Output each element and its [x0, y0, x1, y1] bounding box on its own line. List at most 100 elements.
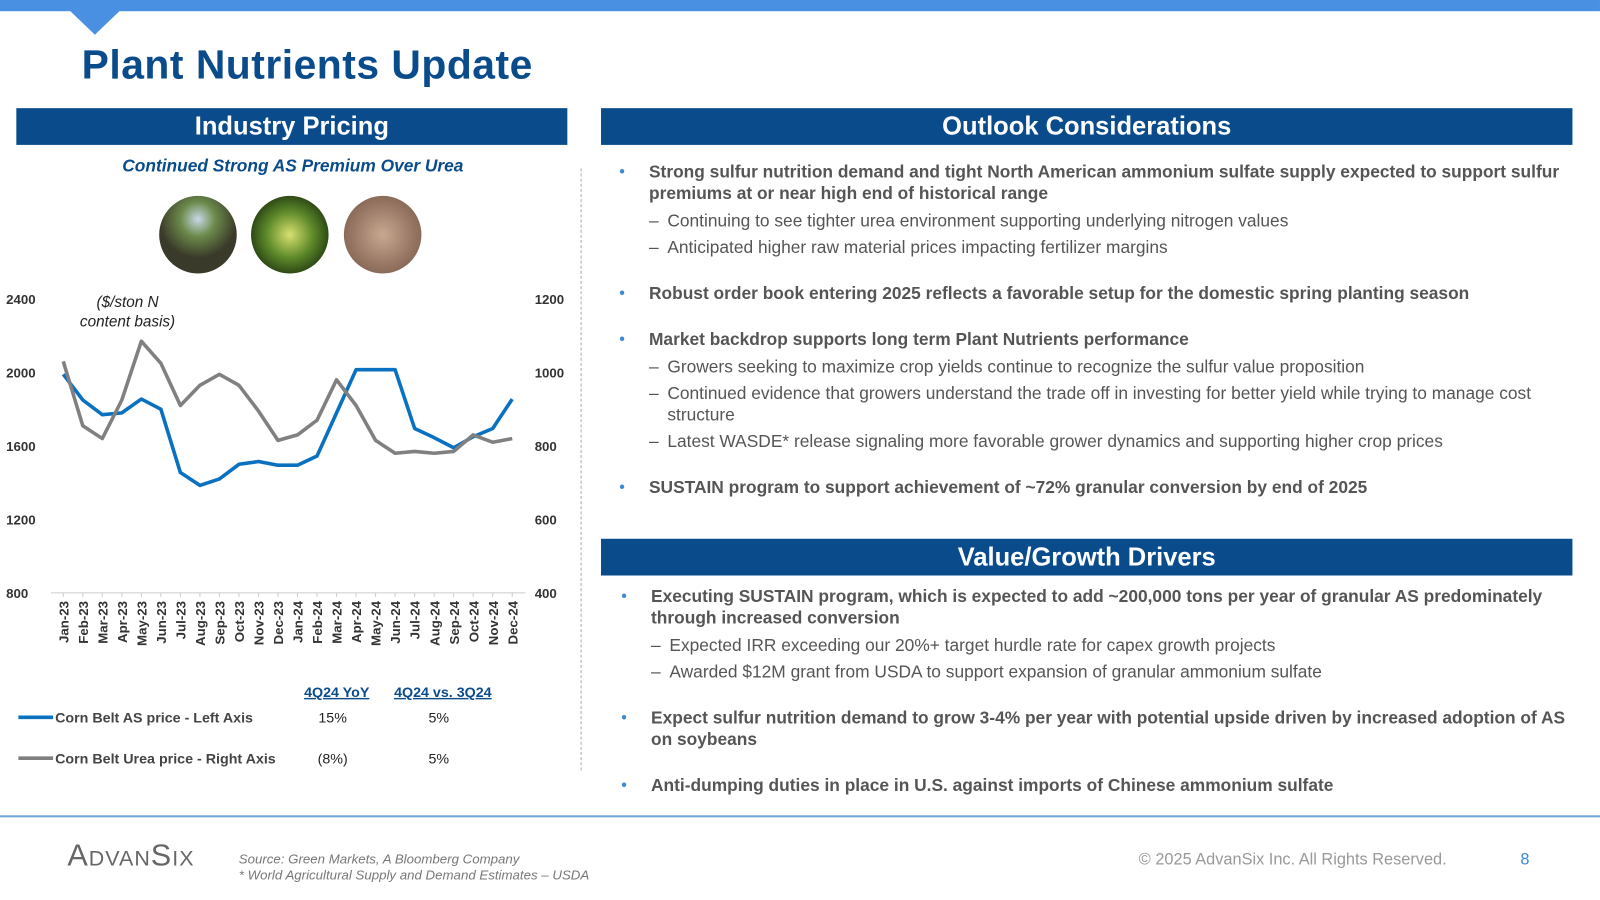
logo: AdvanSix	[67, 838, 195, 873]
legend-label: Corn Belt AS price - Left Axis	[55, 710, 253, 726]
text: Continuing to see tighter urea environme…	[667, 211, 1289, 231]
y-tick-label: 2000	[6, 366, 35, 381]
section-heading: Industry Pricing	[16, 108, 568, 145]
sub-bullet: Expected IRR exceeding our 20%+ target h…	[651, 635, 1566, 656]
x-tick-label: Nov-23	[252, 601, 267, 645]
source: Source: Green Markets, A Bloomberg Compa…	[239, 851, 589, 884]
y-tick-label: 800	[6, 586, 28, 601]
x-tick-label: Aug-24	[427, 600, 442, 646]
table-cell: 15%	[318, 710, 347, 726]
table-header: 4Q24 YoY	[304, 685, 370, 701]
y-tick-label: 1200	[6, 512, 35, 527]
y2-tick-label: 1000	[535, 366, 564, 381]
footer-rule	[0, 815, 1600, 817]
sub-bullet: Growers seeking to maximize crop yields …	[649, 356, 1580, 377]
x-tick-label: Feb-24	[310, 600, 325, 643]
x-tick-label: Aug-23	[193, 601, 208, 646]
drivers-list: Executing SUSTAIN program, which is expe…	[612, 586, 1566, 821]
x-tick-label: Mar-24	[330, 600, 345, 643]
chart-title: Continued Strong AS Premium Over Urea	[122, 155, 464, 175]
legend-label: Corn Belt Urea price - Right Axis	[55, 751, 276, 767]
x-tick-label: Dec-23	[271, 601, 286, 644]
outlook-list: Strong sulfur nutrition demand and tight…	[610, 161, 1579, 522]
section-heading: Value/Growth Drivers	[601, 538, 1573, 576]
x-tick-label: May-23	[134, 601, 149, 646]
bullet: SUSTAIN program to support achievement o…	[610, 477, 1579, 498]
text: Latest WASDE* release signaling more fav…	[667, 431, 1443, 452]
x-tick-label: Mar-23	[95, 601, 110, 644]
table-header: 4Q24 vs. 3Q24	[394, 685, 492, 701]
bullet: Executing SUSTAIN program, which is expe…	[612, 586, 1566, 683]
bullet-list: Strong sulfur nutrition demand and tight…	[610, 161, 1579, 498]
sub-bullet: Awarded $12M grant from USDA to support …	[651, 661, 1566, 682]
top-notch	[69, 10, 121, 35]
y2-tick-label: 1200	[535, 292, 564, 307]
photo-corn	[251, 195, 329, 274]
sub-bullet: Continuing to see tighter urea environme…	[649, 210, 1580, 231]
sub-list: Growers seeking to maximize crop yields …	[649, 356, 1580, 452]
x-tick-label: Apr-24	[349, 600, 364, 643]
x-tick-label: Dec-24	[505, 600, 520, 644]
table-cell: (8%)	[318, 751, 348, 767]
x-tick-label: Jun-24	[388, 600, 403, 643]
x-tick-label: Oct-24	[466, 600, 481, 642]
text: SUSTAIN program to support achievement o…	[648, 477, 1368, 497]
x-tick-label: Feb-23	[76, 601, 91, 644]
x-tick-label: Apr-23	[115, 601, 130, 643]
sub-bullet: Continued evidence that growers understa…	[649, 383, 1580, 426]
table-cell: 5%	[428, 710, 449, 726]
text: Expect sulfur nutrition demand to grow 3…	[651, 708, 1566, 749]
y2-tick-label: 400	[535, 586, 557, 601]
copyright: © 2025 AdvanSix Inc. All Rights Reserved…	[1138, 851, 1447, 869]
sub-bullet: Anticipated higher raw material prices i…	[649, 237, 1580, 258]
sub-list: Continuing to see tighter urea environme…	[649, 210, 1580, 258]
text: Awarded $12M grant from USDA to support …	[669, 662, 1322, 682]
bullet-list: Executing SUSTAIN program, which is expe…	[612, 586, 1566, 796]
chart: Continued Strong AS Premium Over Urea ($…	[6, 155, 564, 767]
slide-title: Plant Nutrients Update	[81, 42, 533, 88]
text: Strong sulfur nutrition demand and tight…	[648, 162, 1560, 204]
text: Expected IRR exceeding our 20%+ target h…	[669, 635, 1276, 656]
bullet: Expect sulfur nutrition demand to grow 3…	[612, 707, 1566, 750]
y-tick-label: 2400	[6, 292, 35, 307]
text: Executing SUSTAIN program, which is expe…	[651, 586, 1543, 628]
table-cell: 5%	[428, 751, 449, 767]
x-tick-label: Oct-23	[232, 601, 247, 642]
x-tick-label: Jan-24	[291, 600, 306, 643]
top-bar	[0, 0, 1600, 12]
y2-tick-label: 800	[535, 439, 557, 454]
series-line	[61, 367, 514, 488]
annotation: ($/ston N	[97, 294, 160, 311]
sub-list: Expected IRR exceeding our 20%+ target h…	[651, 635, 1566, 683]
text: Market backdrop supports long term Plant…	[648, 329, 1189, 349]
x-tick-label: Sep-23	[213, 601, 228, 644]
source-line: Source: Green Markets, A Bloomberg Compa…	[238, 851, 520, 867]
section-heading: Outlook Considerations	[601, 108, 1573, 145]
x-tick-label: Jul-23	[173, 601, 188, 639]
y-tick-label: 1600	[6, 439, 35, 454]
divider	[580, 168, 582, 771]
x-tick-label: Jan-23	[56, 601, 71, 643]
text: Continued evidence that growers understa…	[667, 383, 1532, 425]
bullet: Strong sulfur nutrition demand and tight…	[610, 161, 1579, 258]
bullet: Anti-dumping duties in place in U.S. aga…	[612, 774, 1566, 795]
series-line	[61, 339, 513, 456]
text: Anti-dumping duties in place in U.S. aga…	[651, 775, 1334, 795]
sub-bullet: Latest WASDE* release signaling more fav…	[649, 431, 1580, 452]
annotation: content basis)	[80, 314, 175, 331]
x-tick-label: Nov-24	[486, 600, 501, 645]
x-tick-label: Jul-24	[408, 600, 423, 639]
y2-tick-label: 600	[535, 512, 557, 527]
x-tick-label: May-24	[369, 600, 384, 646]
x-tick-label: Jun-23	[154, 601, 169, 644]
bullet: Market backdrop supports long term Plant…	[610, 329, 1579, 452]
text: Robust order book entering 2025 reflects…	[648, 283, 1470, 304]
x-tick-label: Sep-24	[447, 600, 462, 644]
photo-granules	[343, 195, 422, 274]
source-line: * World Agricultural Supply and Demand E…	[238, 867, 590, 883]
bullet: Robust order book entering 2025 reflects…	[610, 283, 1579, 304]
photo-field	[159, 195, 237, 274]
text: Growers seeking to maximize crop yields …	[667, 357, 1365, 377]
page-number: 8	[1520, 851, 1530, 869]
